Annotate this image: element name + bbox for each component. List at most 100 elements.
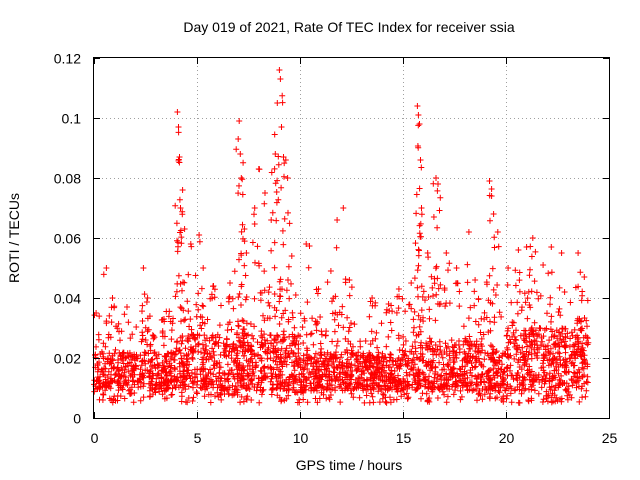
data-point <box>261 268 268 275</box>
data-point <box>338 351 345 358</box>
data-point <box>570 362 577 369</box>
y-tick-label: 0.1 <box>62 111 82 127</box>
data-point <box>179 211 186 218</box>
data-point <box>579 359 586 366</box>
data-point <box>420 318 427 325</box>
data-point <box>373 361 380 367</box>
data-point <box>524 343 531 350</box>
data-point <box>288 253 295 259</box>
data-point <box>352 362 358 369</box>
data-point <box>456 303 463 310</box>
data-point <box>480 331 487 338</box>
data-point <box>179 187 186 193</box>
data-point <box>430 293 436 299</box>
data-point <box>412 240 419 247</box>
data-point <box>281 173 287 180</box>
data-point <box>478 376 485 382</box>
data-point <box>154 361 161 368</box>
data-point <box>264 350 271 357</box>
data-point <box>387 370 393 377</box>
data-point <box>504 364 511 371</box>
data-point <box>318 389 325 396</box>
data-point <box>541 351 547 358</box>
data-point <box>578 297 585 304</box>
data-point <box>238 393 245 400</box>
data-point <box>179 379 185 386</box>
data-point <box>450 359 457 366</box>
data-point <box>237 399 244 406</box>
data-point <box>363 392 370 399</box>
data-point <box>434 395 441 401</box>
data-point <box>451 354 458 361</box>
data-point <box>527 381 534 388</box>
data-point <box>227 280 233 286</box>
data-point <box>413 386 420 393</box>
data-point <box>100 355 107 362</box>
data-point <box>438 376 445 383</box>
data-point <box>235 318 241 325</box>
data-point <box>314 290 321 297</box>
data-point <box>207 366 213 373</box>
data-point <box>548 269 555 276</box>
data-point <box>235 294 242 301</box>
data-point <box>479 386 486 392</box>
data-point <box>445 267 451 274</box>
data-point <box>548 318 554 325</box>
data-point <box>472 348 479 354</box>
data-point <box>197 322 204 329</box>
data-point <box>552 384 559 391</box>
data-point <box>486 178 493 184</box>
data-point <box>129 378 136 385</box>
data-point <box>226 384 233 391</box>
data-point <box>125 387 132 394</box>
data-point <box>518 390 525 397</box>
data-point <box>554 359 560 366</box>
data-point <box>400 341 407 348</box>
data-point <box>575 250 582 256</box>
data-point <box>303 241 310 247</box>
x-axis-title: GPS time / hours <box>296 457 403 473</box>
data-point <box>318 345 325 352</box>
data-point <box>432 363 439 370</box>
data-point <box>283 287 290 294</box>
data-point <box>482 349 489 356</box>
data-point <box>250 369 257 375</box>
data-point <box>417 157 424 163</box>
data-point <box>367 341 374 348</box>
data-point <box>159 333 166 340</box>
data-point <box>516 269 523 276</box>
data-point <box>481 356 488 363</box>
data-point <box>443 250 450 256</box>
data-point <box>246 386 253 393</box>
data-point <box>485 379 492 386</box>
data-point <box>532 248 539 255</box>
data-point <box>385 364 392 371</box>
data-point <box>477 392 484 399</box>
data-point <box>95 331 102 338</box>
data-point <box>165 313 172 320</box>
data-point <box>317 351 323 358</box>
data-point <box>426 373 432 380</box>
data-point <box>415 112 422 118</box>
data-point <box>269 381 276 388</box>
data-point <box>308 356 315 363</box>
data-point <box>306 243 313 249</box>
data-point <box>419 390 426 397</box>
data-point <box>403 352 410 359</box>
data-point <box>561 289 568 295</box>
data-point <box>481 309 488 316</box>
data-point <box>321 351 328 358</box>
data-point <box>285 277 291 283</box>
data-point <box>200 303 207 310</box>
data-point <box>296 396 303 403</box>
data-point <box>240 159 247 166</box>
data-point <box>562 386 569 393</box>
data-point <box>403 390 410 397</box>
data-point <box>485 387 492 393</box>
data-point <box>345 385 352 392</box>
data-point <box>290 363 297 370</box>
data-point <box>369 295 376 301</box>
data-point <box>184 367 191 374</box>
data-point <box>385 333 392 340</box>
data-point <box>194 390 201 397</box>
